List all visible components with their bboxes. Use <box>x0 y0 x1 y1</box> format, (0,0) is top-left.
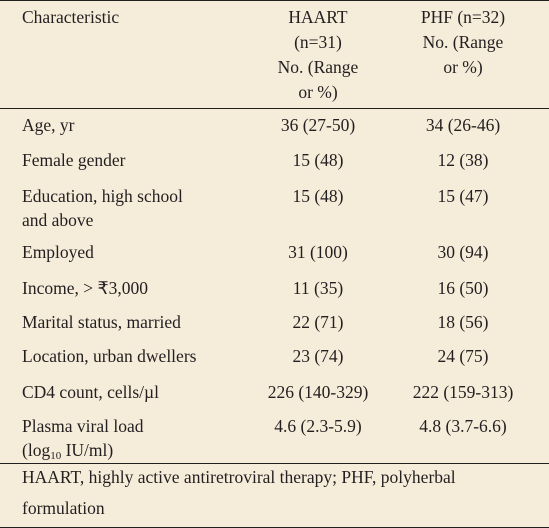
cell-haart: 226 (140-329) <box>267 382 369 402</box>
cell-phf: 12 (38) <box>437 150 489 170</box>
row-characteristic: Marital status, married <box>22 312 181 332</box>
cell-haart: 23 (74) <box>292 346 344 366</box>
header-phf: No. (Range <box>422 32 504 52</box>
footnote: formulation <box>22 498 105 518</box>
header-haart: (n=31) <box>294 32 342 52</box>
header-haart: HAART <box>288 7 348 27</box>
row-characteristic: Location, urban dwellers <box>22 346 197 366</box>
cell-haart: 15 (48) <box>292 186 344 206</box>
header-haart: or %) <box>298 82 338 102</box>
header-haart: No. (Range <box>277 57 359 77</box>
header-phf: or %) <box>443 57 483 77</box>
row-characteristic: Female gender <box>22 150 126 170</box>
header-rule <box>0 108 549 109</box>
cell-phf: 24 (75) <box>437 346 489 366</box>
cell-phf: 30 (94) <box>437 242 489 262</box>
cell-phf: 34 (26-46) <box>425 115 501 135</box>
cell-haart: 22 (71) <box>292 312 344 332</box>
row-characteristic: Income, > ₹3,000 <box>22 278 148 298</box>
cell-phf: 222 (159-313) <box>412 382 514 402</box>
row-characteristic: CD4 count, cells/µl <box>22 382 159 402</box>
cell-haart: 31 (100) <box>288 242 348 262</box>
cell-haart: 11 (35) <box>292 278 344 298</box>
row-characteristic: Education, high school <box>22 186 183 206</box>
unit-before: (log <box>22 440 51 460</box>
footnote: HAART, highly active antiretroviral ther… <box>22 467 456 487</box>
row-unit: (log10 IU/ml) <box>22 439 114 462</box>
cell-haart: 15 (48) <box>292 150 344 170</box>
cell-phf: 4.8 (3.7-6.6) <box>419 416 507 436</box>
row-characteristic: Plasma viral load <box>22 416 144 436</box>
header-characteristic: Characteristic <box>22 7 120 27</box>
top-rule <box>0 0 549 1</box>
row-characteristic: and above <box>22 210 94 230</box>
cell-phf: 18 (56) <box>437 312 489 332</box>
unit-after: IU/ml) <box>61 440 114 460</box>
cell-phf: 15 (47) <box>437 186 489 206</box>
row-characteristic: Employed <box>22 242 94 262</box>
cell-haart: 4.6 (2.3-5.9) <box>274 416 362 436</box>
row-characteristic: Age, yr <box>22 115 75 135</box>
body-rule <box>0 463 549 464</box>
unit-sub: 10 <box>50 450 62 462</box>
header-phf: PHF (n=32) <box>420 7 506 27</box>
cell-haart: 36 (27-50) <box>280 115 356 135</box>
cell-phf: 16 (50) <box>437 278 489 298</box>
